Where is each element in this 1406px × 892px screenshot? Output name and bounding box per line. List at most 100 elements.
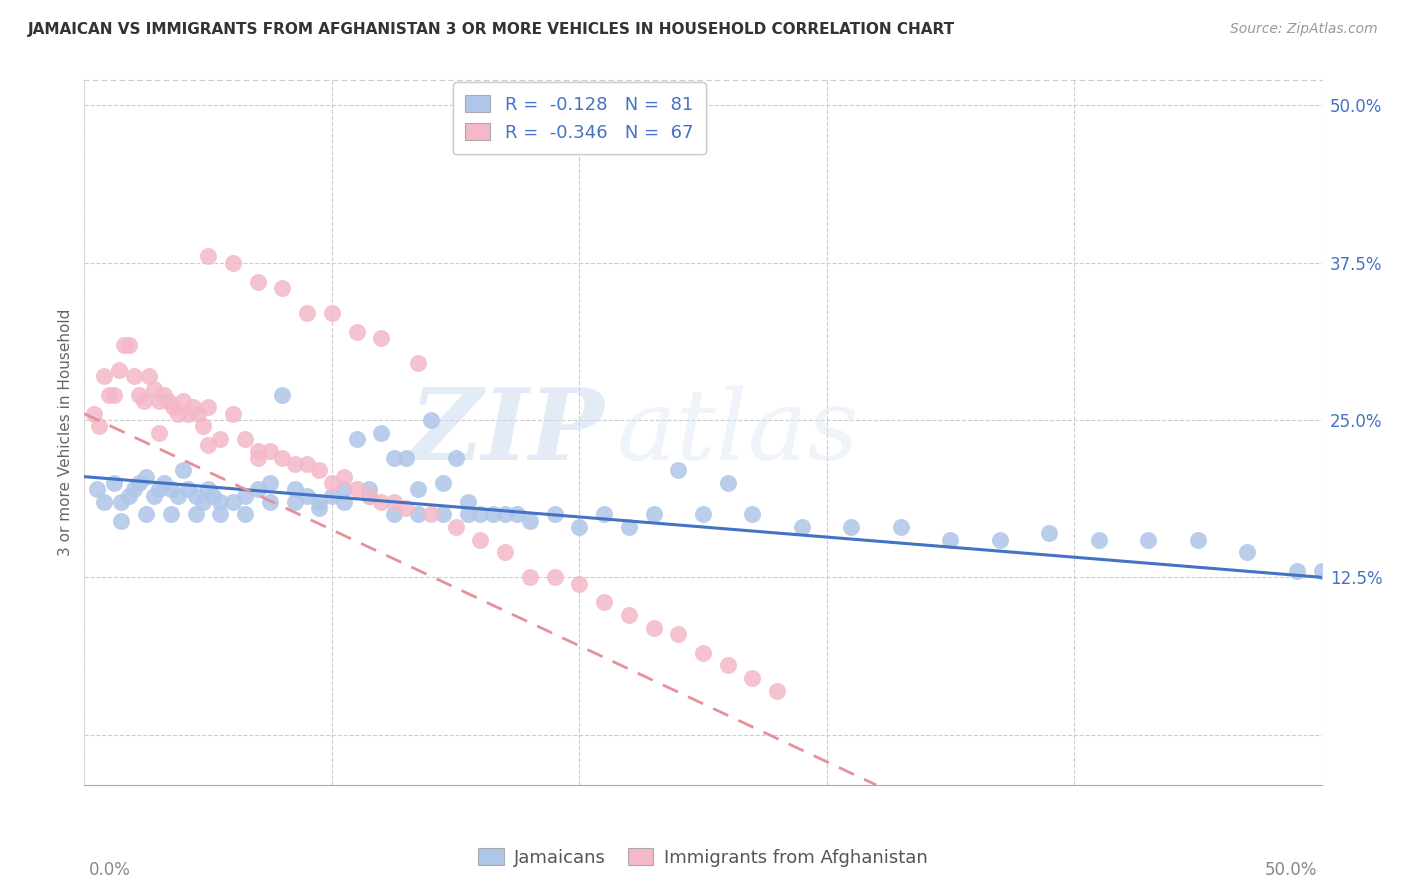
Point <box>271 450 294 465</box>
Point <box>357 482 380 496</box>
Point <box>162 401 184 415</box>
Point <box>321 475 343 490</box>
Point <box>271 281 294 295</box>
Point <box>333 469 356 483</box>
Point <box>128 475 150 490</box>
Point <box>142 489 165 503</box>
Point <box>284 457 307 471</box>
Point <box>382 495 405 509</box>
Text: Source: ZipAtlas.com: Source: ZipAtlas.com <box>1230 22 1378 37</box>
Point <box>108 362 131 376</box>
Legend: Jamaicans, Immigrants from Afghanistan: Jamaicans, Immigrants from Afghanistan <box>471 841 935 874</box>
Point <box>222 495 245 509</box>
Text: 0.0%: 0.0% <box>89 861 131 879</box>
Point <box>408 508 430 522</box>
Point <box>568 520 591 534</box>
Point <box>717 475 740 490</box>
Point <box>148 482 170 496</box>
Point <box>148 394 170 409</box>
Point <box>617 520 640 534</box>
Point <box>432 475 454 490</box>
Y-axis label: 3 or more Vehicles in Household: 3 or more Vehicles in Household <box>58 309 73 557</box>
Point <box>432 508 454 522</box>
Point <box>593 595 616 609</box>
Point <box>138 369 160 384</box>
Point <box>184 508 207 522</box>
Point <box>284 482 307 496</box>
Point <box>246 275 269 289</box>
Text: ZIP: ZIP <box>409 384 605 481</box>
Point <box>122 369 145 384</box>
Point <box>83 407 105 421</box>
Point <box>93 495 115 509</box>
Point <box>110 495 132 509</box>
Point <box>346 432 368 446</box>
Point <box>370 425 392 440</box>
Point <box>519 570 541 584</box>
Point <box>295 306 318 320</box>
Point <box>177 482 200 496</box>
Point <box>98 388 121 402</box>
Point <box>643 621 665 635</box>
Point <box>382 450 405 465</box>
Point <box>132 394 155 409</box>
Point <box>1137 533 1160 547</box>
Point <box>209 508 232 522</box>
Point <box>197 250 219 264</box>
Point <box>233 508 256 522</box>
Point <box>357 489 380 503</box>
Point <box>519 514 541 528</box>
Point <box>457 495 479 509</box>
Point <box>419 508 441 522</box>
Point <box>246 444 269 458</box>
Point <box>112 337 135 351</box>
Point <box>184 489 207 503</box>
Point <box>395 501 418 516</box>
Point <box>692 508 714 522</box>
Point <box>222 407 245 421</box>
Point <box>118 489 141 503</box>
Point <box>543 570 565 584</box>
Point <box>295 489 318 503</box>
Text: JAMAICAN VS IMMIGRANTS FROM AFGHANISTAN 3 OR MORE VEHICLES IN HOUSEHOLD CORRELAT: JAMAICAN VS IMMIGRANTS FROM AFGHANISTAN … <box>28 22 955 37</box>
Point <box>494 508 516 522</box>
Point <box>1038 526 1060 541</box>
Point <box>209 495 232 509</box>
Point <box>890 520 912 534</box>
Point <box>494 545 516 559</box>
Point <box>666 627 689 641</box>
Point <box>444 450 467 465</box>
Point <box>197 482 219 496</box>
Point <box>321 489 343 503</box>
Point <box>271 388 294 402</box>
Point <box>172 394 194 409</box>
Text: 50.0%: 50.0% <box>1265 861 1317 879</box>
Point <box>741 671 763 685</box>
Point <box>209 432 232 446</box>
Point <box>128 388 150 402</box>
Point <box>157 394 180 409</box>
Point <box>308 501 330 516</box>
Point <box>666 463 689 477</box>
Point <box>1310 564 1333 578</box>
Point <box>395 450 418 465</box>
Point <box>470 508 492 522</box>
Point <box>939 533 962 547</box>
Text: atlas: atlas <box>616 385 859 480</box>
Point <box>308 463 330 477</box>
Point <box>197 438 219 452</box>
Point <box>346 482 368 496</box>
Point <box>295 457 318 471</box>
Point <box>419 413 441 427</box>
Point <box>160 482 183 496</box>
Point <box>308 495 330 509</box>
Point <box>160 508 183 522</box>
Point <box>93 369 115 384</box>
Point <box>187 407 209 421</box>
Point <box>142 382 165 396</box>
Point <box>1285 564 1308 578</box>
Point <box>333 482 356 496</box>
Point <box>321 306 343 320</box>
Point <box>167 407 190 421</box>
Point <box>408 356 430 370</box>
